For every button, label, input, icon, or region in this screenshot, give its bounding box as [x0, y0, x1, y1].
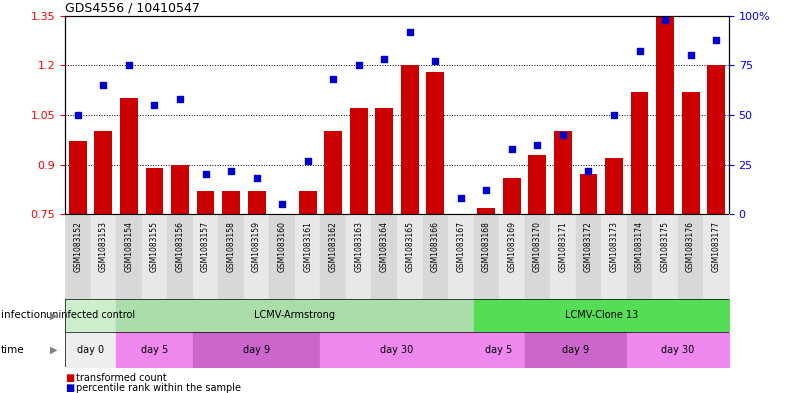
Bar — [682, 92, 700, 214]
Text: day 5: day 5 — [485, 345, 513, 355]
Text: GSM1083153: GSM1083153 — [99, 221, 108, 272]
Text: GSM1083173: GSM1083173 — [610, 221, 619, 272]
Point — [480, 187, 493, 193]
Text: GSM1083157: GSM1083157 — [201, 221, 210, 272]
Point — [71, 112, 84, 118]
Text: day 30: day 30 — [661, 345, 695, 355]
Point — [684, 52, 697, 59]
Point — [429, 58, 441, 64]
Text: GSM1083171: GSM1083171 — [558, 221, 568, 272]
Bar — [630, 92, 649, 214]
Text: day 0: day 0 — [77, 345, 104, 355]
Bar — [401, 65, 418, 214]
Text: GSM1083166: GSM1083166 — [431, 221, 440, 272]
Point — [633, 48, 646, 55]
Text: GSM1083160: GSM1083160 — [278, 221, 287, 272]
Bar — [120, 98, 138, 214]
Bar — [324, 132, 342, 214]
Bar — [197, 191, 214, 214]
Point — [276, 201, 288, 208]
Bar — [171, 165, 189, 214]
Text: GSM1083174: GSM1083174 — [635, 221, 644, 272]
Bar — [222, 191, 240, 214]
Text: GSM1083170: GSM1083170 — [533, 221, 542, 272]
Text: transformed count: transformed count — [76, 373, 167, 383]
Text: LCMV-Armstrong: LCMV-Armstrong — [254, 310, 335, 320]
Point — [301, 158, 314, 164]
Bar — [299, 191, 317, 214]
Text: GSM1083161: GSM1083161 — [303, 221, 312, 272]
Text: day 9: day 9 — [562, 345, 589, 355]
Bar — [248, 191, 265, 214]
Point — [122, 62, 135, 68]
Text: GSM1083177: GSM1083177 — [711, 221, 721, 272]
Text: GSM1083167: GSM1083167 — [457, 221, 465, 272]
Text: GSM1083172: GSM1083172 — [584, 221, 593, 272]
Bar — [503, 178, 521, 214]
Point — [148, 102, 161, 108]
Text: GSM1083152: GSM1083152 — [73, 221, 83, 272]
Bar — [477, 208, 495, 214]
Point — [659, 17, 672, 23]
Text: ▶: ▶ — [50, 310, 57, 320]
Text: GSM1083175: GSM1083175 — [661, 221, 669, 272]
Point — [607, 112, 620, 118]
Point — [506, 145, 518, 152]
Text: GDS4556 / 10410547: GDS4556 / 10410547 — [65, 2, 200, 15]
Bar — [69, 141, 87, 214]
Point — [225, 167, 237, 174]
Text: GSM1083168: GSM1083168 — [482, 221, 491, 272]
Text: GSM1083158: GSM1083158 — [226, 221, 236, 272]
Text: GSM1083159: GSM1083159 — [252, 221, 261, 272]
Bar — [94, 132, 112, 214]
Point — [378, 56, 391, 62]
Text: percentile rank within the sample: percentile rank within the sample — [76, 383, 241, 393]
Bar — [707, 65, 725, 214]
Point — [710, 37, 723, 43]
Point — [403, 28, 416, 35]
Text: day 5: day 5 — [141, 345, 168, 355]
Text: time: time — [1, 345, 25, 355]
Text: infection: infection — [1, 310, 46, 320]
Text: GSM1083164: GSM1083164 — [380, 221, 389, 272]
Point — [97, 82, 110, 88]
Point — [353, 62, 365, 68]
Text: ■: ■ — [65, 373, 75, 383]
Text: GSM1083176: GSM1083176 — [686, 221, 695, 272]
Point — [327, 76, 340, 83]
Text: uninfected control: uninfected control — [46, 310, 135, 320]
Point — [531, 141, 544, 148]
Bar — [554, 132, 572, 214]
Point — [199, 171, 212, 178]
Text: day 30: day 30 — [380, 345, 414, 355]
Point — [454, 195, 467, 202]
Point — [582, 167, 595, 174]
Text: GSM1083169: GSM1083169 — [507, 221, 516, 272]
Text: ▶: ▶ — [50, 345, 57, 355]
Text: GSM1083163: GSM1083163 — [354, 221, 363, 272]
Text: GSM1083162: GSM1083162 — [329, 221, 337, 272]
Point — [557, 132, 569, 138]
Text: GSM1083155: GSM1083155 — [150, 221, 159, 272]
Text: ■: ■ — [65, 383, 75, 393]
Text: GSM1083165: GSM1083165 — [405, 221, 414, 272]
Bar — [529, 154, 546, 214]
Bar — [426, 72, 444, 214]
Bar — [350, 108, 368, 214]
Text: day 9: day 9 — [243, 345, 270, 355]
Bar — [580, 174, 597, 214]
Bar — [656, 16, 674, 214]
Point — [250, 175, 263, 182]
Text: GSM1083154: GSM1083154 — [125, 221, 133, 272]
Bar — [376, 108, 393, 214]
Text: LCMV-Clone 13: LCMV-Clone 13 — [565, 310, 638, 320]
Bar — [145, 168, 164, 214]
Point — [174, 96, 187, 102]
Text: GSM1083156: GSM1083156 — [175, 221, 184, 272]
Bar — [605, 158, 623, 214]
